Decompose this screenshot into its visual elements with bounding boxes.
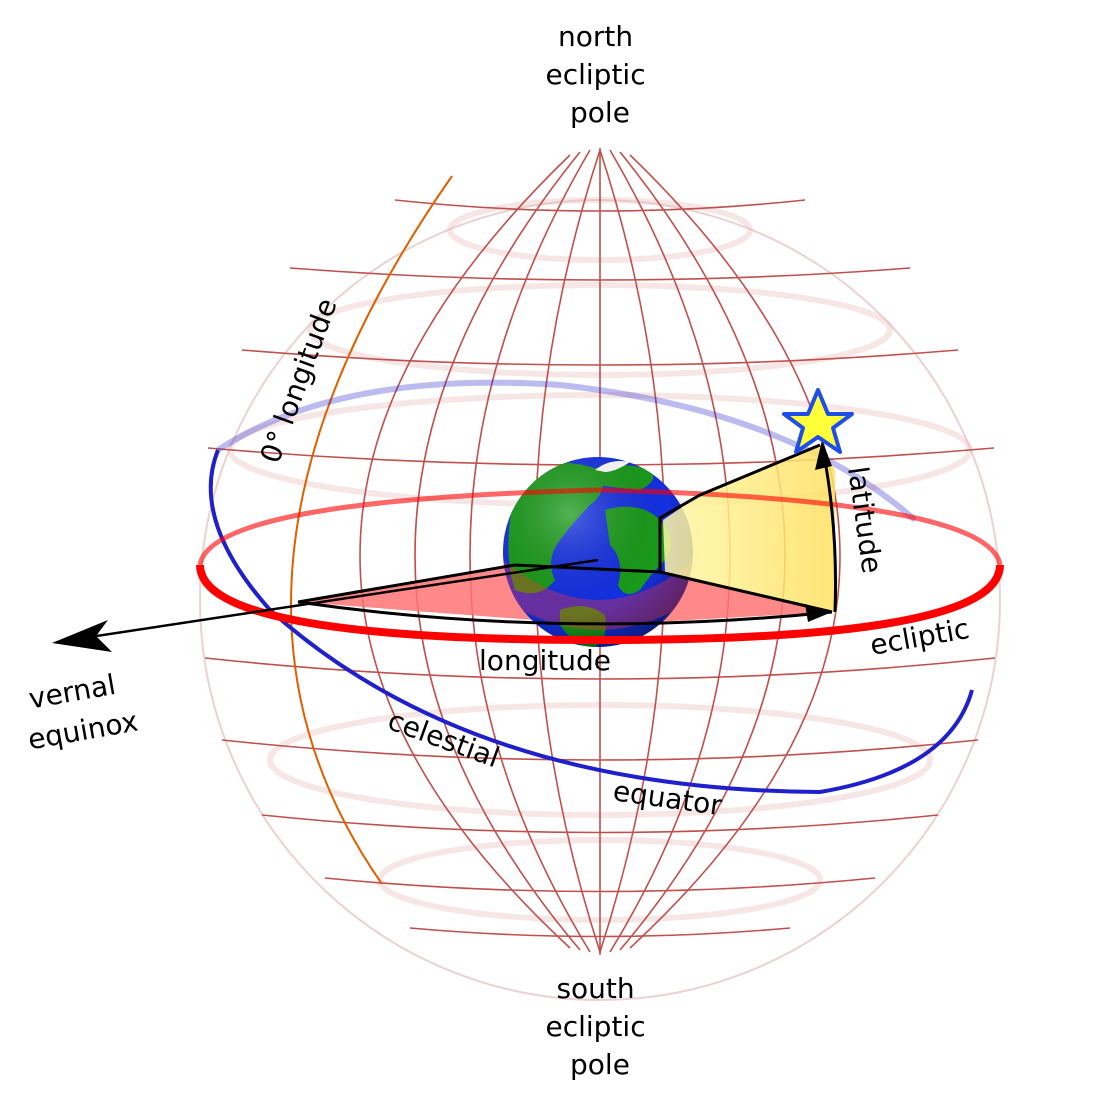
- latitude-wedge: [663, 445, 835, 612]
- ecliptic-label: ecliptic: [867, 612, 971, 662]
- longitude-construction-lines: [297, 443, 833, 626]
- latitude-arrow-head: [815, 440, 832, 470]
- vernal-equinox-label: vernal equinox: [18, 665, 140, 756]
- zero-longitude-meridian: [290, 175, 453, 885]
- south-pole-label: south ecliptic pole: [545, 972, 654, 1081]
- ecliptic-circle: [196, 487, 1004, 645]
- vernal-equinox-axis: [69, 558, 599, 642]
- longitude-arrow-head: [805, 604, 832, 622]
- latitude-arc: [822, 454, 838, 613]
- earth-globe-icon: [503, 457, 693, 647]
- zero-longitude-label: 0° longitude: [254, 294, 344, 468]
- star-icon: [782, 388, 854, 454]
- latitude-label: latitude: [841, 464, 889, 575]
- vernal-equinox-arrow-head: [52, 620, 112, 652]
- longitude-label: longitude: [479, 644, 611, 677]
- north-pole-label: north ecliptic pole: [545, 20, 654, 129]
